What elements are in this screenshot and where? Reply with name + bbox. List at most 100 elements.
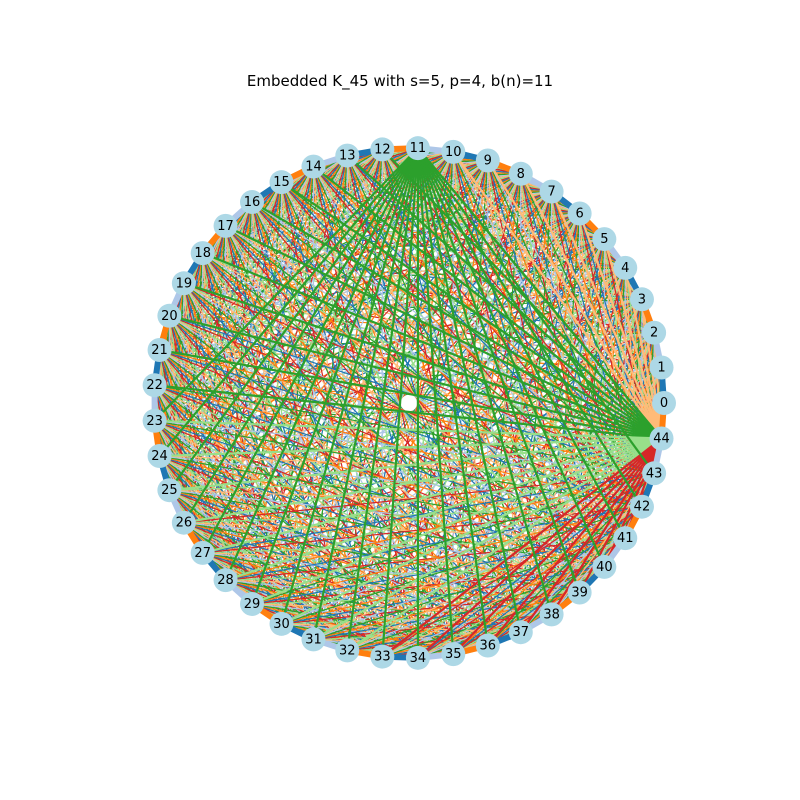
node-circle [642,461,667,486]
edge-32-42 [347,506,643,651]
edge-21-40 [159,349,605,568]
node-17: 17 [213,213,238,238]
edge-27-33 [202,552,383,658]
node-7: 7 [539,179,564,204]
node-circle [629,287,654,312]
edge-15-27 [202,182,283,554]
node-44: 44 [649,426,674,451]
page-orange-light-edge-5 [603,238,663,439]
node-label: 23 [146,414,163,429]
node-label: 30 [273,617,290,632]
node-label: 11 [410,141,427,156]
node-32: 32 [335,638,360,663]
node-39: 39 [567,580,592,605]
node-label: 27 [194,546,211,561]
node-circle [567,201,592,226]
node-25: 25 [157,478,182,503]
node-31: 31 [301,627,326,652]
node-3: 3 [629,287,654,312]
node-21: 21 [147,337,172,362]
node-15: 15 [269,170,294,195]
node-8: 8 [508,161,533,186]
node-12: 12 [370,137,395,162]
edge-31-40 [313,566,605,641]
page-green-light-edge-27 [202,437,662,554]
edge-31-43 [313,472,655,640]
edge-27-38 [202,552,552,615]
node-33: 33 [370,644,395,669]
edge-8-41 [520,173,626,539]
edge-30-37 [281,623,521,633]
node-circle [539,179,564,204]
page-green-light-edge-32 [346,437,663,652]
node-circle [142,373,167,398]
edge-27-39 [202,552,580,594]
edge-13-25 [168,155,348,491]
node-28: 28 [213,568,238,593]
edge-24-36 [159,455,489,647]
node-circle [592,227,617,252]
node-label: 38 [543,607,560,622]
node-circle [335,638,360,663]
edge-13-41 [346,155,626,539]
edge-24-31 [159,455,314,640]
node-circle [157,478,182,503]
page-green-fan-edge-41 [416,147,627,539]
page-green-fan-edge-23 [153,147,419,422]
node-2: 2 [642,320,667,345]
edge-28-39 [225,579,580,594]
node-label: 22 [146,378,163,393]
edge-28-35 [225,579,454,655]
node-label: 34 [410,651,427,666]
node-20: 20 [157,303,182,328]
node-label: 41 [617,531,634,546]
node-9: 9 [475,148,500,173]
edge-36-43 [487,472,655,646]
edge-22-41 [154,384,626,539]
node-label: 44 [653,431,670,446]
page-green-fan-edge-27 [201,147,419,554]
page-green-fan-edge-25 [168,147,419,491]
edge-22-28 [154,385,227,581]
edge-5-38 [550,239,605,615]
edge-26-37 [183,522,521,633]
page-green-fan-edge-38 [416,147,553,615]
node-circle [240,190,265,215]
node-circle [213,568,238,593]
node-label: 40 [596,560,613,575]
edge-23-29 [154,420,253,605]
node-23: 23 [142,408,167,433]
node-circle [649,355,674,380]
node-label: 6 [575,207,583,222]
page-green-light-edge-23 [154,419,662,440]
node-label: 32 [339,643,356,658]
node-circle [142,408,167,433]
node-13: 13 [335,143,360,168]
page-green-fan-edge-43 [417,147,656,474]
node-36: 36 [475,633,500,658]
node-label: 15 [273,175,290,190]
node-19: 19 [171,271,196,296]
edge-30-41 [281,537,626,625]
edge-32-43 [347,472,655,651]
edge-35-41 [452,537,626,655]
edge-28-34 [225,579,419,659]
node-14: 14 [301,154,326,179]
page-orange-light-edge-9 [486,159,663,440]
edge-29-40 [251,566,605,605]
node-label: 33 [374,650,391,665]
node-34: 34 [405,645,430,670]
edge-34-40 [417,566,605,659]
edge-32-39 [347,591,580,652]
edge-7-40 [550,191,605,567]
edge-30-39 [281,591,580,625]
node-circle [567,580,592,605]
page-green-fan-edge-28 [224,147,419,581]
node-circle [301,154,326,179]
edge-2-35 [452,332,655,655]
node-circle [508,620,533,645]
node-circle [370,644,395,669]
node-22: 22 [142,373,167,398]
edge-12-24 [159,149,383,457]
